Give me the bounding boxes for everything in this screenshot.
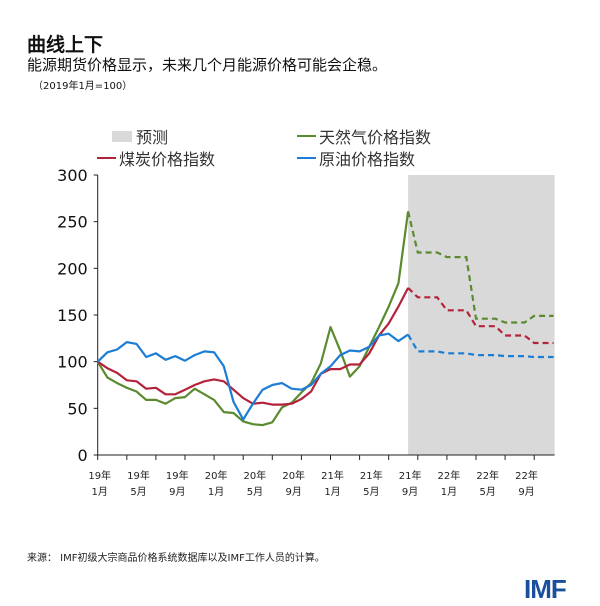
legend-label: 预测	[136, 128, 169, 147]
x-tick-label: 19年	[127, 469, 150, 482]
x-tick-label: 5月	[130, 486, 146, 498]
x-tick-label: 1月	[92, 486, 108, 498]
x-tick-label: 21年	[360, 469, 383, 482]
x-tick-label: 9月	[402, 486, 418, 498]
x-tick-label: 20年	[282, 469, 305, 482]
x-tick-label: 9月	[518, 486, 534, 498]
x-tick-label: 1月	[208, 486, 224, 498]
y-tick-label: 50	[67, 399, 87, 418]
legend-oil: 原油价格指数	[297, 146, 415, 170]
coal-line-actual	[97, 287, 410, 406]
oil-line-forecast	[407, 334, 554, 359]
y-tick-label: 100	[57, 353, 88, 372]
gas-swatch	[297, 135, 316, 137]
x-tick-label: 9月	[286, 486, 302, 498]
forecast-region	[408, 175, 555, 455]
x-tick-label: 20年	[244, 469, 267, 482]
legend-label: 煤炭价格指数	[119, 150, 216, 169]
y-tick-label: 300	[57, 166, 88, 185]
legend-label: 原油价格指数	[319, 150, 416, 169]
coal-line-forecast	[407, 287, 554, 345]
x-tick-label: 5月	[247, 486, 263, 498]
x-tick-label: 9月	[169, 486, 185, 498]
x-tick-label: 1月	[441, 486, 457, 498]
y-tick-label: 0	[78, 446, 88, 465]
x-tick-label: 22年	[438, 469, 461, 482]
oil-line-actual	[96, 332, 409, 421]
source-note: 来源： IMF初级大宗商品价格系统数据库以及IMF工作人员的计算。	[27, 553, 325, 564]
x-tick-label: 5月	[363, 486, 379, 498]
gas-line-actual	[96, 211, 410, 427]
x-tick-label: 19年	[88, 469, 111, 482]
y-tick-label: 200	[57, 259, 88, 278]
unit-note: （2019年1月=100）	[33, 81, 133, 92]
legend-gas: 天然气价格指数	[297, 124, 431, 148]
x-tick-label: 22年	[515, 469, 538, 482]
x-tick-label: 19年	[166, 469, 189, 482]
x-tick-label: 21年	[399, 469, 422, 482]
chart-title: 曲线上下	[27, 34, 104, 56]
x-tick-label: 20年	[205, 469, 228, 482]
forecast-swatch	[112, 130, 132, 142]
x-tick-label: 1月	[324, 486, 340, 498]
coal-swatch	[97, 157, 116, 159]
oil-swatch	[297, 157, 316, 159]
x-tick-label: 5月	[480, 486, 496, 498]
legend-coal: 煤炭价格指数	[97, 146, 215, 170]
x-tick-label: 21年	[321, 469, 344, 482]
imf-logo: IMF	[524, 574, 567, 604]
y-tick-label: 250	[57, 213, 88, 232]
chart-subtitle: 能源期货价格显示，未来几个月能源价格可能会企稳。	[27, 56, 388, 74]
x-tick-label: 22年	[476, 469, 499, 482]
legend-label: 天然气价格指数	[319, 128, 432, 147]
legend-forecast: 预测	[112, 124, 168, 148]
y-tick-label: 150	[57, 306, 88, 325]
